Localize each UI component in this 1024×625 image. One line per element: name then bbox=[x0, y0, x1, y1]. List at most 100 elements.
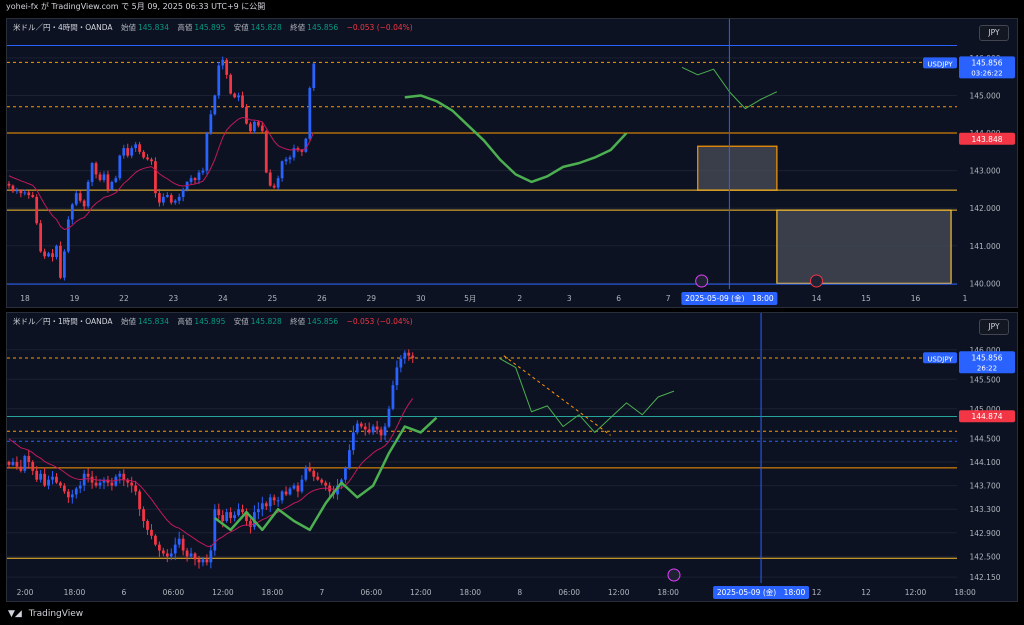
candle-body bbox=[241, 95, 244, 107]
candle-body bbox=[201, 559, 205, 563]
x-tick-label: 24 bbox=[218, 294, 228, 303]
candle-body bbox=[154, 535, 157, 545]
candle-body bbox=[47, 479, 50, 486]
candle-body bbox=[19, 190, 23, 194]
candle-body bbox=[7, 183, 11, 186]
candle-body bbox=[284, 491, 288, 495]
candle-body bbox=[169, 195, 173, 203]
candle-body bbox=[74, 193, 78, 205]
candle-body bbox=[130, 148, 134, 156]
candle-body bbox=[63, 485, 66, 492]
y-tick-label: 142.900 bbox=[969, 529, 1000, 538]
candle-body bbox=[47, 253, 50, 257]
candle-body bbox=[158, 193, 161, 203]
chart-panel-4h[interactable]: 米ドル／円・4時間・OANDA 始値 145.834 高値 145.895 安値 14… bbox=[6, 18, 1018, 308]
candle-body bbox=[308, 467, 312, 471]
candle-body bbox=[130, 482, 134, 486]
us-flag-icon bbox=[809, 274, 823, 288]
candle-body bbox=[268, 497, 272, 507]
footer-bar: ▼◢ TradingView bbox=[0, 604, 1024, 625]
candle-body bbox=[102, 174, 106, 181]
legend-1h: 米ドル／円・1時間・OANDA 始値 145.834 高値 145.895 安値 14… bbox=[13, 316, 419, 327]
currency-button[interactable]: JPY bbox=[979, 319, 1009, 335]
candle-body bbox=[74, 488, 78, 495]
moving-average-line bbox=[8, 398, 414, 548]
publish-title: yohei-fx が TradingView.com で 5月 09, 2025… bbox=[6, 2, 266, 11]
candle-body bbox=[233, 93, 236, 98]
current-price-box bbox=[959, 351, 1015, 374]
candle-body bbox=[260, 503, 264, 510]
legend-close: 145.856 bbox=[307, 317, 339, 326]
x-tick-label: 14 bbox=[812, 294, 822, 303]
footer-logo-text: TradingView bbox=[28, 609, 84, 619]
x-tick-label: 7 bbox=[666, 294, 671, 303]
y-tick-label: 145.500 bbox=[969, 375, 1000, 384]
candle-body bbox=[407, 352, 411, 356]
legend-low-label: 安値 bbox=[233, 23, 249, 32]
candle-body bbox=[161, 550, 165, 554]
candle-body bbox=[66, 491, 70, 498]
legend-close-label: 終値 bbox=[290, 23, 306, 32]
level-price-box bbox=[959, 410, 1015, 423]
candle-body bbox=[237, 509, 240, 516]
economic-event-icon bbox=[695, 274, 709, 288]
candle-body bbox=[363, 426, 367, 430]
candle-body bbox=[225, 59, 229, 75]
currency-button[interactable]: JPY bbox=[979, 25, 1009, 41]
candle-body bbox=[221, 515, 225, 521]
candle-body bbox=[173, 544, 177, 554]
legend-high: 145.895 bbox=[194, 23, 226, 32]
x-tick-label: 19 bbox=[70, 294, 80, 303]
candle-body bbox=[280, 491, 284, 501]
candle-body bbox=[312, 63, 316, 88]
level-price-label: 143.848 bbox=[971, 135, 1002, 144]
candle-body bbox=[253, 121, 256, 132]
x-tick-label: 23 bbox=[169, 294, 179, 303]
candle-body bbox=[19, 466, 23, 471]
candle-body bbox=[86, 181, 90, 207]
candle-body bbox=[86, 473, 90, 477]
candle-body bbox=[106, 174, 110, 190]
legend-high: 145.895 bbox=[194, 317, 226, 326]
legend-change: −0.053 (−0.04%) bbox=[346, 23, 413, 32]
x-tick-label: 18:00 bbox=[459, 588, 481, 597]
legend-low: 145.828 bbox=[250, 23, 282, 32]
candle-body bbox=[161, 196, 165, 203]
x-tick-label: 30 bbox=[416, 294, 426, 303]
candle-body bbox=[348, 450, 351, 468]
candle-body bbox=[264, 131, 268, 173]
candle-body bbox=[241, 509, 244, 513]
crosshair-time-label: 2025-05-09 (金) 18:00 bbox=[717, 587, 806, 597]
candle-body bbox=[138, 144, 141, 152]
bar-countdown-label: 26:22 bbox=[977, 364, 997, 372]
candle-body bbox=[284, 159, 288, 162]
candle-body bbox=[27, 192, 31, 196]
candle-body bbox=[229, 74, 233, 94]
candle-body bbox=[403, 352, 407, 359]
publish-header: yohei-fx が TradingView.com で 5月 09, 2025… bbox=[0, 0, 1024, 14]
chart-canvas-4h[interactable]: 146.000145.000144.000143.000142.000141.0… bbox=[7, 19, 1017, 307]
x-tick-label: 18:00 bbox=[657, 588, 679, 597]
legend-open: 145.834 bbox=[137, 23, 169, 32]
x-tick-label: 2:00 bbox=[17, 588, 34, 597]
x-tick-label: 8 bbox=[517, 588, 522, 597]
candle-body bbox=[43, 251, 46, 257]
chart-canvas-1h[interactable]: 146.000 145.500 145.000 144.500 144.100 143.7… bbox=[7, 313, 1017, 601]
chart-panel-1h[interactable]: 米ドル／円・1時間・OANDA 始値 145.834 高値 145.895 安値 14… bbox=[6, 312, 1018, 602]
legend-low: 145.828 bbox=[250, 317, 282, 326]
candle-body bbox=[165, 553, 169, 557]
x-tick-label: 18:00 bbox=[262, 588, 284, 597]
candle-body bbox=[11, 185, 15, 192]
candle-body bbox=[70, 494, 74, 498]
x-tick-label: 26 bbox=[317, 294, 327, 303]
current-price-box bbox=[959, 56, 1015, 79]
x-tick-label: 12:00 bbox=[608, 588, 630, 597]
candle-body bbox=[118, 155, 122, 179]
candle-body bbox=[142, 509, 145, 521]
candle-body bbox=[150, 529, 153, 536]
candle-body bbox=[249, 521, 252, 527]
candle-body bbox=[158, 544, 161, 551]
candle-body bbox=[249, 123, 252, 132]
candle-body bbox=[209, 114, 213, 134]
candle-body bbox=[280, 161, 284, 179]
